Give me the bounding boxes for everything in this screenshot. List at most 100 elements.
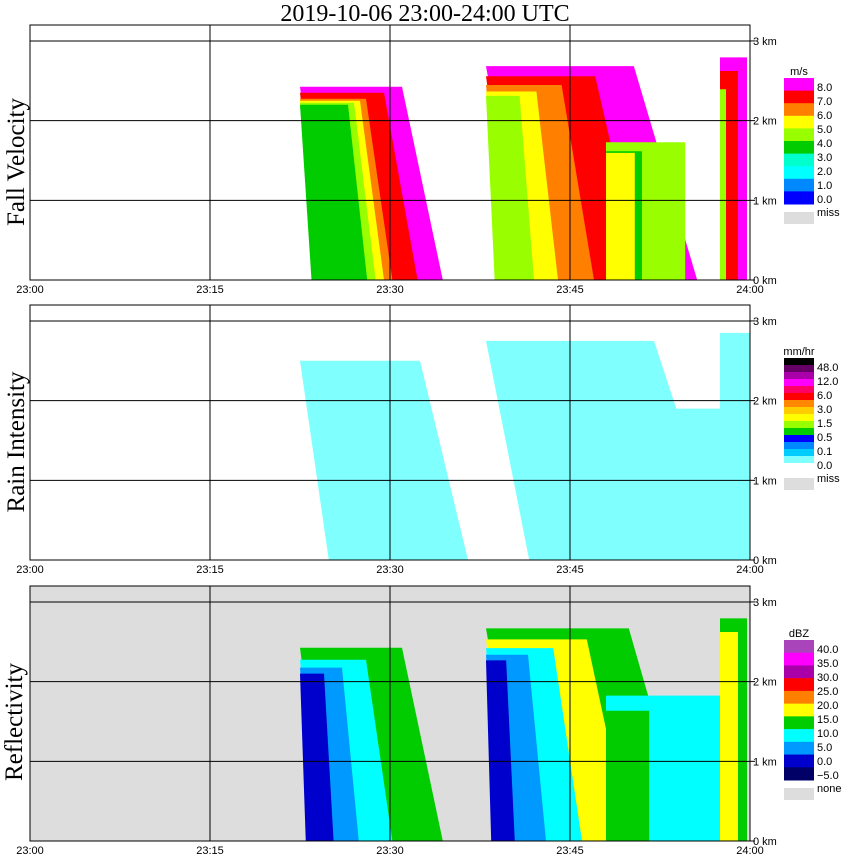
x-tick-label: 23:45 (556, 564, 584, 576)
colorbar-swatch (784, 128, 814, 142)
y-tick-label: 1 km (753, 195, 777, 207)
colorbar-swatch (784, 741, 814, 756)
colorbar-swatch (784, 166, 814, 180)
colorbar-swatch (784, 421, 814, 429)
colorbar-swatch (784, 716, 814, 730)
echo-0-layer-0 (300, 360, 468, 560)
colorbar-swatch (784, 153, 814, 167)
y-tick-label: 1 km (753, 756, 777, 768)
panel-2: 23:00 23:15 23:30 23:45 24:000 km 1 km 2 km 3 k… (16, 585, 841, 857)
x-tick-label: 23:15 (196, 284, 224, 296)
plot-frame (29, 304, 751, 561)
echo-2-layer-0 (606, 408, 750, 560)
colorbar-missing-swatch (784, 478, 814, 490)
panel-1: 23:00 23:15 23:30 23:45 24:000 km 1 km 2 km 3 k… (16, 304, 840, 576)
colorbar-swatch (784, 754, 814, 768)
colorbar-unit: m/s (790, 66, 808, 78)
colorbar-swatch (784, 703, 814, 717)
colorbar-swatch (784, 456, 814, 464)
colorbar-level-label: 5.0 (817, 742, 832, 754)
colorbar-unit: mm/hr (783, 346, 815, 358)
colorbar-swatch (784, 414, 814, 422)
colorbar-swatch (784, 103, 814, 117)
colorbar-missing-label: miss (817, 473, 840, 485)
echo-3-layer-1 (720, 632, 738, 841)
colorbar-swatch (784, 90, 814, 104)
colorbar-level-label: 8.0 (817, 82, 832, 94)
y-tick-label: 0 km (753, 555, 777, 567)
colorbar-level-label: 6.0 (817, 390, 832, 402)
x-tick-label: 23:45 (556, 284, 584, 296)
colorbar-level-label: 3.0 (817, 152, 832, 164)
colorbar-level-label: 0.0 (817, 756, 832, 768)
colorbar-missing-swatch (784, 788, 814, 800)
colorbar-swatch (784, 678, 814, 692)
colorbar-swatch (784, 428, 814, 436)
x-tick-label: 23:30 (376, 284, 404, 296)
colorbar-missing-swatch (784, 212, 814, 224)
y-tick-label: 2 km (753, 396, 777, 408)
colorbar-level-label: 10.0 (817, 728, 838, 740)
echo-1-layer-4 (486, 660, 515, 841)
colorbar-level-label: 4.0 (817, 138, 832, 150)
x-tick-label: 23:15 (196, 845, 224, 857)
colorbar-level-label: 0.1 (817, 446, 832, 458)
echo-2-layer-1 (606, 710, 650, 841)
colorbar-swatch (784, 115, 814, 129)
colorbar-swatch (784, 729, 814, 743)
colorbar-swatch (784, 435, 814, 443)
colorbar-swatch (784, 652, 814, 666)
colorbar-swatch (784, 78, 814, 92)
chart-title: 2019-10-06 23:00-24:00 UTC (280, 1, 570, 27)
y-tick-label: 2 km (753, 677, 777, 689)
colorbar-swatch (784, 191, 814, 205)
colorbar-swatch (784, 141, 814, 155)
colorbar-level-label: 25.0 (817, 686, 838, 698)
echo-0-layer-3 (300, 673, 334, 841)
colorbar-level-label: 12.0 (817, 376, 838, 388)
echo-3-layer-2 (720, 89, 726, 281)
plot-frame (29, 585, 751, 842)
colorbar-swatch (784, 640, 814, 654)
x-tick-label: 24:00 (736, 845, 764, 857)
colorbar-level-label: 30.0 (817, 672, 838, 684)
colorbar-level-label: 20.0 (817, 700, 838, 712)
x-tick-label: 24:00 (736, 284, 764, 296)
y-tick-label: 3 km (753, 597, 777, 609)
colorbar-swatch (784, 442, 814, 450)
colorbar-level-label: 5.0 (817, 124, 832, 136)
colorbar-swatch (784, 690, 814, 705)
echo-3-layer-0 (720, 332, 750, 560)
colorbar-unit: dBZ (789, 628, 809, 640)
echo-1-layer-4 (486, 95, 534, 280)
colorbar-level-label: 35.0 (817, 658, 838, 670)
colorbar-level-label: 0.5 (817, 432, 832, 444)
echo-2-layer-2 (606, 152, 635, 280)
y-tick-label: 3 km (753, 36, 777, 48)
colorbar-swatch (784, 386, 814, 394)
x-tick-label: 23:00 (16, 845, 44, 857)
colorbar-swatch (784, 358, 814, 366)
colorbar-swatch (784, 178, 814, 192)
y-tick-label: 0 km (753, 836, 777, 848)
y-tick-label: 0 km (753, 275, 777, 287)
y-tick-label: 1 km (753, 475, 777, 487)
x-tick-label: 23:15 (196, 564, 224, 576)
x-tick-label: 23:00 (16, 564, 44, 576)
y-tick-label: 3 km (753, 316, 777, 328)
panel-0: 23:00 23:15 23:30 23:45 24:000 km 1 km 2 km 3 k… (16, 24, 840, 296)
x-tick-label: 23:30 (376, 845, 404, 857)
plot-frame (29, 24, 751, 281)
echo-0-layer-5 (300, 104, 368, 280)
colorbar-swatch (784, 767, 814, 781)
x-tick-label: 23:30 (376, 564, 404, 576)
colorbar-level-label: 15.0 (817, 714, 838, 726)
colorbar-level-label: 48.0 (817, 362, 838, 374)
colorbar-swatch (784, 372, 814, 380)
colorbar-level-label: 1.5 (817, 418, 832, 430)
colorbar-level-label: 40.0 (817, 644, 838, 656)
colorbar-swatch (784, 665, 814, 679)
colorbar-swatch (784, 449, 814, 457)
colorbar-level-label: 1.0 (817, 180, 832, 192)
